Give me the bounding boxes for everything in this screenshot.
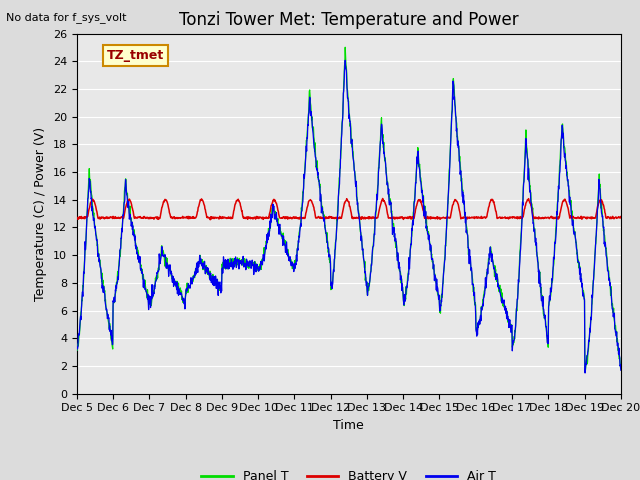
Title: Tonzi Tower Met: Temperature and Power: Tonzi Tower Met: Temperature and Power (179, 11, 518, 29)
X-axis label: Time: Time (333, 419, 364, 432)
Legend: Panel T, Battery V, Air T: Panel T, Battery V, Air T (196, 465, 501, 480)
Text: No data for f_sys_volt: No data for f_sys_volt (6, 12, 127, 23)
Text: TZ_tmet: TZ_tmet (107, 49, 164, 62)
Y-axis label: Temperature (C) / Power (V): Temperature (C) / Power (V) (35, 127, 47, 300)
